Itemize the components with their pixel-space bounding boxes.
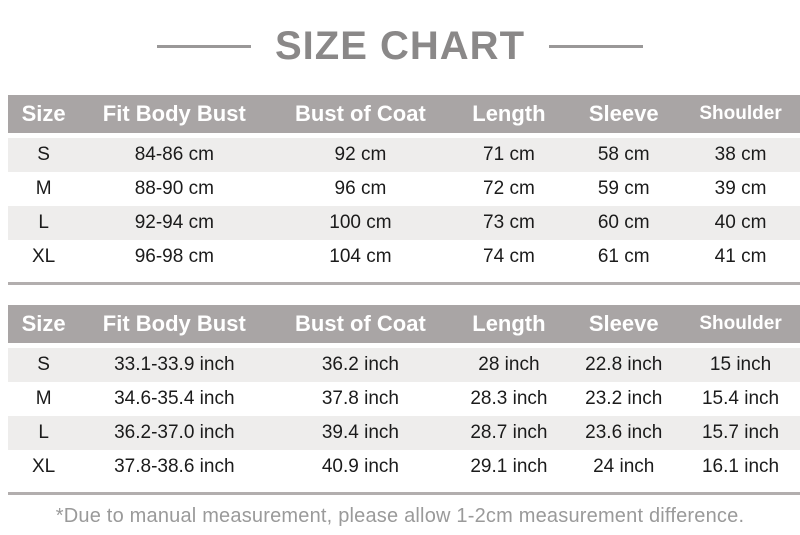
measurement-disclaimer: *Due to manual measurement, please allow…: [55, 505, 745, 527]
header-sleeve: Sleeve: [588, 311, 659, 336]
header-sleeve: Sleeve: [588, 101, 659, 126]
table-cell: 38 cm: [714, 144, 767, 165]
table-cell: 37.8-38.6 inch: [114, 456, 235, 477]
table-cell: 15.4 inch: [701, 388, 780, 409]
header-size: Size: [21, 311, 66, 336]
size-table-inch: Size Fit Body Bust Bust of Coat Length S…: [8, 305, 800, 495]
header-length: Length: [472, 101, 546, 126]
table-cell: 74 cm: [483, 246, 535, 267]
table-header-row: Size Fit Body Bust Bust of Coat Length S…: [8, 305, 800, 343]
table-row-m: M 88-90 cm 96 cm 72 cm 59 cm 39 cm: [8, 172, 800, 206]
table-cell: 72 cm: [483, 178, 535, 199]
table-row-s: S 84-86 cm 92 cm 71 cm 58 cm 38 cm: [8, 138, 800, 172]
table-cell: XL: [32, 456, 56, 477]
table-cell: 34.6-35.4 inch: [114, 388, 235, 409]
table-cell: 40 cm: [714, 212, 767, 233]
table-cell: 23.6 inch: [585, 422, 663, 443]
title-rule-left: [157, 44, 251, 48]
table-cell: 23.2 inch: [585, 388, 663, 409]
table-cell: L: [38, 422, 49, 443]
table-cell: 88-90 cm: [134, 178, 214, 199]
table-cell: 29.1 inch: [470, 456, 548, 477]
table-cell: 28 inch: [478, 354, 540, 375]
table-cell: 96 cm: [334, 178, 387, 199]
table-cell: 100 cm: [329, 212, 392, 233]
page-title-row: SIZE CHART: [0, 0, 800, 68]
table-cell: 16.1 inch: [701, 456, 780, 477]
table-cell: 58 cm: [597, 144, 650, 165]
table-row-xl: XL 37.8-38.6 inch 40.9 inch 29.1 inch 24…: [8, 450, 800, 484]
table-cell: 61 cm: [597, 246, 650, 267]
table-cell: 28.3 inch: [470, 388, 548, 409]
table-cell: 59 cm: [597, 178, 650, 199]
table-row-m: M 34.6-35.4 inch 37.8 inch 28.3 inch 23.…: [8, 382, 800, 416]
table-cell: 104 cm: [329, 246, 392, 267]
table-cell: 92 cm: [334, 144, 387, 165]
table-cell: 84-86 cm: [134, 144, 214, 165]
table-cell: S: [37, 354, 50, 375]
table-cell: 73 cm: [483, 212, 535, 233]
table-header-row: Size Fit Body Bust Bust of Coat Length S…: [8, 95, 800, 133]
table-cell: L: [38, 212, 49, 233]
table-row-l: L 92-94 cm 100 cm 73 cm 60 cm 40 cm: [8, 206, 800, 240]
table-cell: 60 cm: [597, 212, 650, 233]
table-cell: 39.4 inch: [321, 422, 399, 443]
title-rule-right: [549, 44, 643, 48]
header-size: Size: [21, 101, 66, 126]
table-cell: M: [35, 388, 52, 409]
table-cell: 92-94 cm: [134, 212, 214, 233]
table-cell: 71 cm: [483, 144, 535, 165]
header-bust-of-coat: Bust of Coat: [295, 101, 426, 126]
table-row-l: L 36.2-37.0 inch 39.4 inch 28.7 inch 23.…: [8, 416, 800, 450]
table-cell: S: [37, 144, 50, 165]
table-cell: 40.9 inch: [321, 456, 399, 477]
table-cell: 96-98 cm: [134, 246, 214, 267]
header-fit-body-bust: Fit Body Bust: [102, 101, 246, 126]
table-cell: 41 cm: [714, 246, 767, 267]
table-cell: 36.2-37.0 inch: [114, 422, 235, 443]
header-length: Length: [472, 311, 546, 336]
table-cell: 37.8 inch: [321, 388, 399, 409]
table-cell: 24 inch: [593, 456, 655, 477]
header-fit-body-bust: Fit Body Bust: [102, 311, 246, 336]
table-row-s: S 33.1-33.9 inch 36.2 inch 28 inch 22.8 …: [8, 348, 800, 382]
table-cell: 33.1-33.9 inch: [114, 354, 235, 375]
table-cell: 36.2 inch: [321, 354, 399, 375]
table-row-xl: XL 96-98 cm 104 cm 74 cm 61 cm 41 cm: [8, 240, 800, 274]
header-shoulder: Shoulder: [699, 313, 782, 334]
table-cell: 39 cm: [714, 178, 767, 199]
size-table-cm: Size Fit Body Bust Bust of Coat Length S…: [8, 95, 800, 285]
header-bust-of-coat: Bust of Coat: [295, 311, 426, 336]
table-cell: XL: [32, 246, 56, 267]
header-shoulder: Shoulder: [699, 103, 782, 124]
table-cell: M: [35, 178, 52, 199]
page-title: SIZE CHART: [275, 24, 525, 68]
table-cell: 15 inch: [709, 354, 772, 375]
table-cell: 15.7 inch: [701, 422, 780, 443]
table-cell: 28.7 inch: [470, 422, 548, 443]
table-cell: 22.8 inch: [585, 354, 663, 375]
